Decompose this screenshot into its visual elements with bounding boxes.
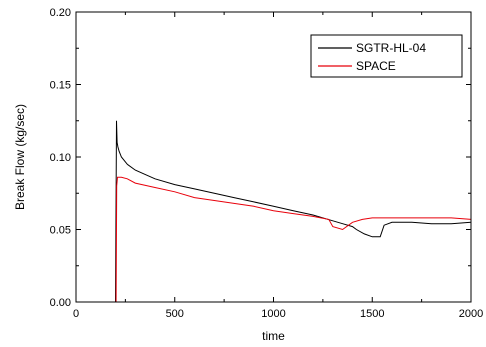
y-tick-label: 0.10 xyxy=(50,152,71,164)
series-line-sgtr-hl-04 xyxy=(76,120,472,303)
legend-box xyxy=(310,34,463,78)
x-tick-label: 0 xyxy=(73,308,79,320)
tick-layer: 0 500 1000 1500 2000 0.00 0.05 0.10 0.15 0.20 xyxy=(50,7,484,320)
y-axis-label: Break Flow (kg/sec) xyxy=(13,104,27,210)
y-tick-label: 0.00 xyxy=(50,297,71,309)
x-axis-label: time xyxy=(262,329,285,343)
x-tick-label: 1000 xyxy=(261,308,285,320)
series-line-space xyxy=(76,176,472,303)
legend-label-sgtr-hl-04: SGTR-HL-04 xyxy=(356,41,426,55)
x-tick-label: 2000 xyxy=(459,308,483,320)
y-tick-label: 0.20 xyxy=(50,7,71,19)
y-tick-label: 0.05 xyxy=(50,225,71,237)
y-tick-label: 0.15 xyxy=(50,80,71,92)
legend: SGTR-HL-04 SPACE xyxy=(310,34,463,78)
x-tick-label: 500 xyxy=(166,308,184,320)
legend-label-space: SPACE xyxy=(356,59,396,73)
series-layer xyxy=(76,120,472,303)
x-tick-label: 1500 xyxy=(360,308,384,320)
